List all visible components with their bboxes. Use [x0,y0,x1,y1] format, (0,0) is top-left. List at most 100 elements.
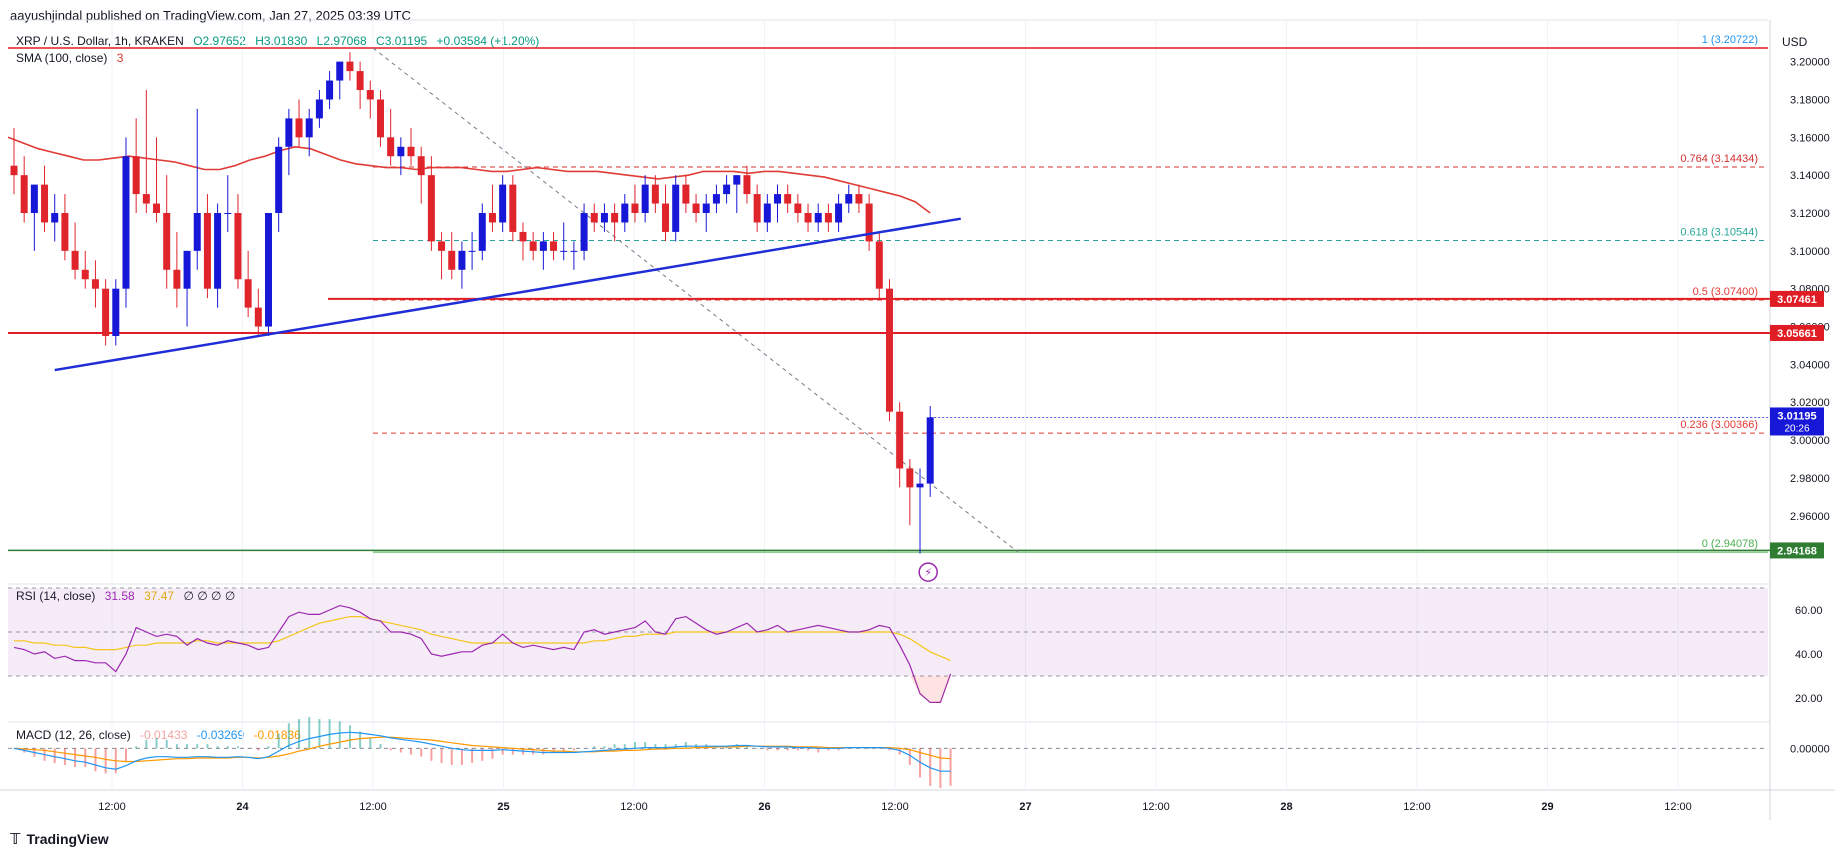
candle-body [356,71,364,91]
candle-body [91,279,99,289]
candle-body [407,146,415,157]
macd-histogram-bar [450,748,453,765]
macd-histogram-bar [74,748,77,768]
price-axis[interactable]: 3.20000 3.18000 3.16000 3.14000 3.12000 3.100… [930,35,1830,755]
open-value: O2.97652 [193,34,246,48]
ascending-trendline [54,217,961,372]
macd-histogram-bar [623,744,626,749]
change-value: +0.03584 (+1.20%) [436,34,540,48]
candle-body [366,90,374,100]
candle-body [458,250,466,270]
time-tick-label: 12:00 [359,801,387,813]
markers: ⚡ [918,562,938,582]
macd-histogram-bar [929,748,932,786]
macd-histogram-bar [63,748,66,765]
rsi-oversold-fill [889,676,951,703]
candle-body [763,203,771,223]
candle-body [275,146,283,214]
candle-body [926,417,934,484]
macd-histogram-bar [145,739,148,749]
macd-histogram-bar [939,748,942,788]
sma-polyline [7,136,931,214]
candle-body [81,269,89,280]
fib-diagonal [372,47,1019,553]
candle-body [305,118,313,138]
candle-body [804,213,812,223]
macd-histogram-bar [359,731,362,749]
macd-histogram-bar [471,748,474,763]
macd-histogram-bar [196,744,199,749]
macd-histogram-bar [420,748,423,757]
macd-histogram-bar [857,748,860,749]
candle-body [560,250,568,252]
macd-histogram-bar [644,742,647,749]
time-axis[interactable]: 12:00 24 12:00 25 12:00 26 12:00 27 12:00 28 12:00… [98,801,1692,813]
macd-histogram-bar [908,748,911,765]
price-tick-label: 3.14000 [1790,170,1830,182]
candle-body [285,118,293,147]
price-tick-label: 2.98000 [1790,473,1830,485]
candle-body [845,194,853,204]
macd-histogram-bar [583,748,586,749]
macd-histogram-bar [410,748,413,755]
brand-label: TradingView [26,831,109,847]
macd-line [13,731,951,772]
time-tick-label: 28 [1280,801,1292,813]
candle-body [611,213,619,223]
macd-lines [8,717,1768,788]
rsi-line [13,604,952,704]
macd-histogram-bar [399,748,402,753]
macd-histogram-bar [949,748,952,786]
price-badge [1770,542,1824,559]
candles[interactable] [10,52,934,554]
candle-body [662,203,670,232]
candle-body [631,203,639,214]
macd-histogram-bar [287,723,290,749]
macd-histogram-bar [389,748,392,751]
macd-histogram-bar [847,748,850,749]
price-badge [1770,324,1824,341]
macd-signal-line [13,736,951,763]
macd-histogram-bar [369,737,372,749]
candle-body [203,213,211,289]
candle-body [102,288,110,337]
macd-histogram-bar [267,746,270,749]
rsi-tick-label: 20.00 [1795,693,1823,705]
candle-body [896,411,904,469]
candle-body [509,184,517,232]
candle-body [20,175,28,214]
symbol-legend[interactable]: XRP / U.S. Dollar, 1h, KRAKEN O2.97652 H… [16,34,545,48]
macd-histogram-bar [298,719,301,749]
trendline[interactable] [54,217,961,372]
price-tick-label: 3.18000 [1790,94,1830,106]
candle-body [916,483,924,488]
tradingview-footer[interactable]: 𝕋 TradingView [10,830,109,848]
sma-line [7,136,931,214]
macd-label: MACD (12, 26, close) [16,728,131,742]
time-tick-label: 24 [236,801,249,813]
price-tick-label: 3.12000 [1790,208,1830,220]
macd-histogram-bar [257,748,260,751]
currency-label: USD [1782,35,1808,49]
candle-body [682,184,690,204]
macd-histogram-bar [226,746,229,749]
time-tick-label: 27 [1019,801,1031,813]
sma-value: 3 [116,51,124,65]
fib-levels: 1 (3.20722) 0.764 (3.14434) 0.618 (3.10544… [373,34,1768,553]
macd-hist-value: -0.01433 [140,728,188,742]
macd-histogram-bar [776,748,779,751]
macd-histogram-bar [481,748,484,761]
sma-legend[interactable]: SMA (100, close) 3 [16,51,129,65]
candle-body [173,269,181,289]
high-value: H3.01830 [255,34,308,48]
macd-histogram-bar [430,748,433,761]
candle-body [570,250,578,252]
macd-histogram-bar [664,744,667,749]
macd-histogram-bar [766,748,769,751]
macd-histogram-bar [53,748,56,763]
price-badge-label: 3.05661 [1777,328,1817,340]
price-badge-label: 2.94168 [1777,545,1817,557]
candle-body [651,184,659,204]
candle-body [30,184,38,214]
